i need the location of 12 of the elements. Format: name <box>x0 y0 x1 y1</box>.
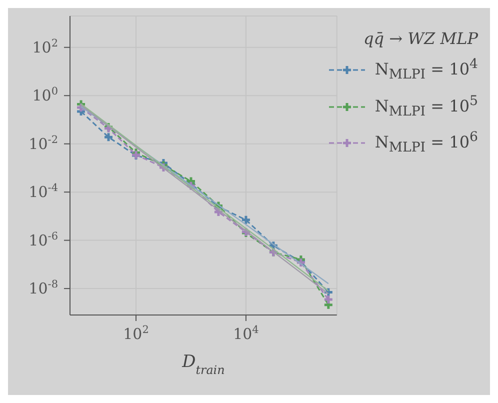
y-tick-label: 10$^{-8}$ <box>28 278 58 298</box>
x-tick-label: 10$^{4}$ <box>233 324 260 343</box>
legend-label: N$_{MLPI}$ = 10$^{4}$ <box>374 56 478 85</box>
y-tick-label: 10$^{-2}$ <box>28 134 58 153</box>
y-tick-label: 10$^{-4}$ <box>28 182 58 202</box>
legend-label: N$_{MLPI}$ = 10$^{6}$ <box>374 129 478 158</box>
y-tick-label: 10$^{-6}$ <box>28 230 58 250</box>
y-tick-label: 10$^{0}$ <box>32 86 58 105</box>
legend-label: N$_{MLPI}$ = 10$^{5}$ <box>374 92 478 122</box>
y-tick-label: 10$^{2}$ <box>32 37 58 56</box>
legend-title: qq̄ → WZ MLP <box>362 28 478 50</box>
x-axis-title: D$_{train}$ <box>181 352 225 377</box>
